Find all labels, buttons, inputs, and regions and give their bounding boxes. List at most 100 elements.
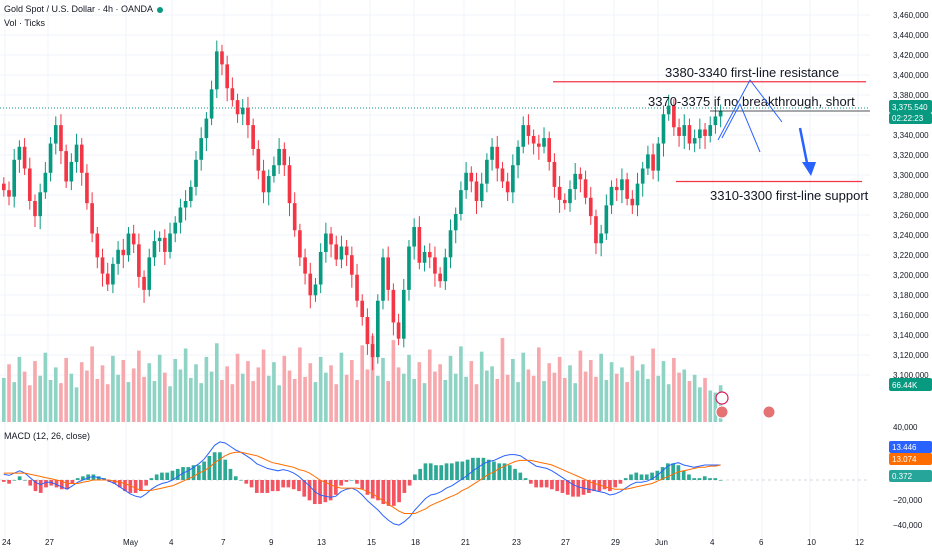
macd-histogram-bar (270, 480, 275, 492)
volume-bar (433, 371, 437, 422)
symbol-title: Gold Spot / U.S. Dollar · 4h · OANDA (4, 4, 164, 14)
candle-body (698, 129, 702, 139)
time-axis-label: 4 (169, 538, 174, 547)
candle-body (490, 146, 494, 160)
volume-bar (121, 360, 126, 422)
candle-body (443, 257, 448, 282)
candle-body (651, 154, 655, 171)
candle-body (537, 143, 541, 147)
volume-bar (521, 352, 526, 422)
candle-body (412, 227, 416, 247)
current-price-badge-bg (889, 100, 932, 113)
macd-histogram-bar (344, 480, 349, 482)
candle-body (74, 144, 79, 162)
candle-body (526, 125, 531, 136)
macd-histogram-bar (555, 480, 560, 492)
candle-body (511, 165, 515, 193)
volume-bar (246, 361, 250, 422)
candle-body (718, 111, 723, 117)
candle-body (635, 183, 640, 206)
volume-bar (43, 352, 48, 422)
volume-indicator-label[interactable]: Vol · Ticks (4, 18, 46, 28)
macd-histogram-bar (249, 480, 254, 488)
candle-body (204, 118, 209, 139)
candle-body (401, 289, 406, 339)
volume-bar (537, 347, 541, 422)
macd-histogram-bar (465, 459, 470, 480)
candle-body (157, 237, 162, 242)
volume-bar (214, 343, 219, 422)
time-axis-label: 7 (221, 538, 226, 547)
volume-bar (505, 374, 510, 422)
candle-body (625, 179, 629, 199)
volume-bar (329, 365, 333, 422)
candle-body (573, 173, 578, 190)
candle-body (692, 138, 697, 144)
time-axis-label: 9 (269, 538, 274, 547)
volume-bar (308, 363, 313, 422)
volume-bar (199, 383, 204, 422)
candle-body (422, 251, 427, 263)
macd-histogram-bar (91, 474, 96, 480)
volume-bar (625, 382, 629, 422)
volume-bar (552, 372, 557, 422)
volume-bar (511, 359, 515, 422)
macd-histogram-bar (212, 452, 217, 480)
down-arrow-head (802, 162, 816, 176)
macd-histogram-bar (381, 480, 386, 505)
candle-body (630, 198, 635, 206)
macd-indicator-label[interactable]: MACD (12, 26, close) (4, 431, 91, 441)
down-arrow-shaft (798, 127, 810, 169)
macd-histogram-bar (602, 480, 607, 490)
macd-histogram-bar (223, 459, 228, 480)
macd-histogram-bar (544, 480, 549, 488)
macd-histogram-bar (44, 480, 48, 488)
histogram-value-badge-bg (889, 470, 932, 482)
time-axis-label: May (123, 538, 138, 547)
candle-body (33, 200, 37, 217)
macd-histogram-bar (291, 480, 296, 490)
volume-bar (438, 364, 442, 422)
volume-bar (116, 374, 120, 422)
volume-bar (235, 353, 240, 422)
volume-bar (350, 360, 354, 422)
candle-body (646, 154, 650, 169)
volume-bar (360, 345, 365, 422)
time-axis-label: 15 (367, 538, 376, 547)
time-axis-label: 21 (461, 538, 470, 547)
histogram-value-badge: 0.372 (892, 472, 913, 481)
macd-histogram-bar (692, 478, 697, 480)
price-axis-label: 3,240,000 (893, 231, 929, 240)
macd-histogram-bar (144, 480, 148, 486)
candle-body (469, 172, 474, 182)
price-axis-label: 3,320,000 (893, 151, 929, 160)
volume-bar (557, 356, 562, 422)
macd-histogram-bar (286, 480, 291, 488)
price-axis-label: 3,200,000 (893, 271, 929, 280)
candle-body (116, 249, 120, 264)
candle-body (188, 186, 193, 201)
macd-histogram-bar (449, 463, 454, 480)
volume-badge: 66.44K (892, 381, 918, 390)
macd-histogram-bar (550, 480, 554, 490)
macd-histogram-bar (518, 472, 523, 480)
candle-body (578, 173, 583, 180)
time-axis-label: 6 (759, 538, 764, 547)
volume-bar (573, 383, 578, 422)
time-axis-label: 10 (807, 538, 816, 547)
macd-histogram-bar (65, 480, 69, 490)
candle-body (266, 176, 271, 193)
candle-body (272, 165, 276, 177)
macd-histogram-bar (59, 480, 64, 490)
macd-histogram-bar (681, 470, 686, 480)
macd-histogram-bar (128, 480, 133, 493)
macd-histogram-bar (370, 480, 375, 499)
candle-body (656, 143, 661, 171)
volume-bar (614, 373, 619, 422)
candle-body (38, 192, 42, 217)
volume-bar (277, 385, 281, 422)
price-axis-label: 3,100,000 (893, 371, 929, 380)
macd-histogram-bar (460, 461, 465, 480)
